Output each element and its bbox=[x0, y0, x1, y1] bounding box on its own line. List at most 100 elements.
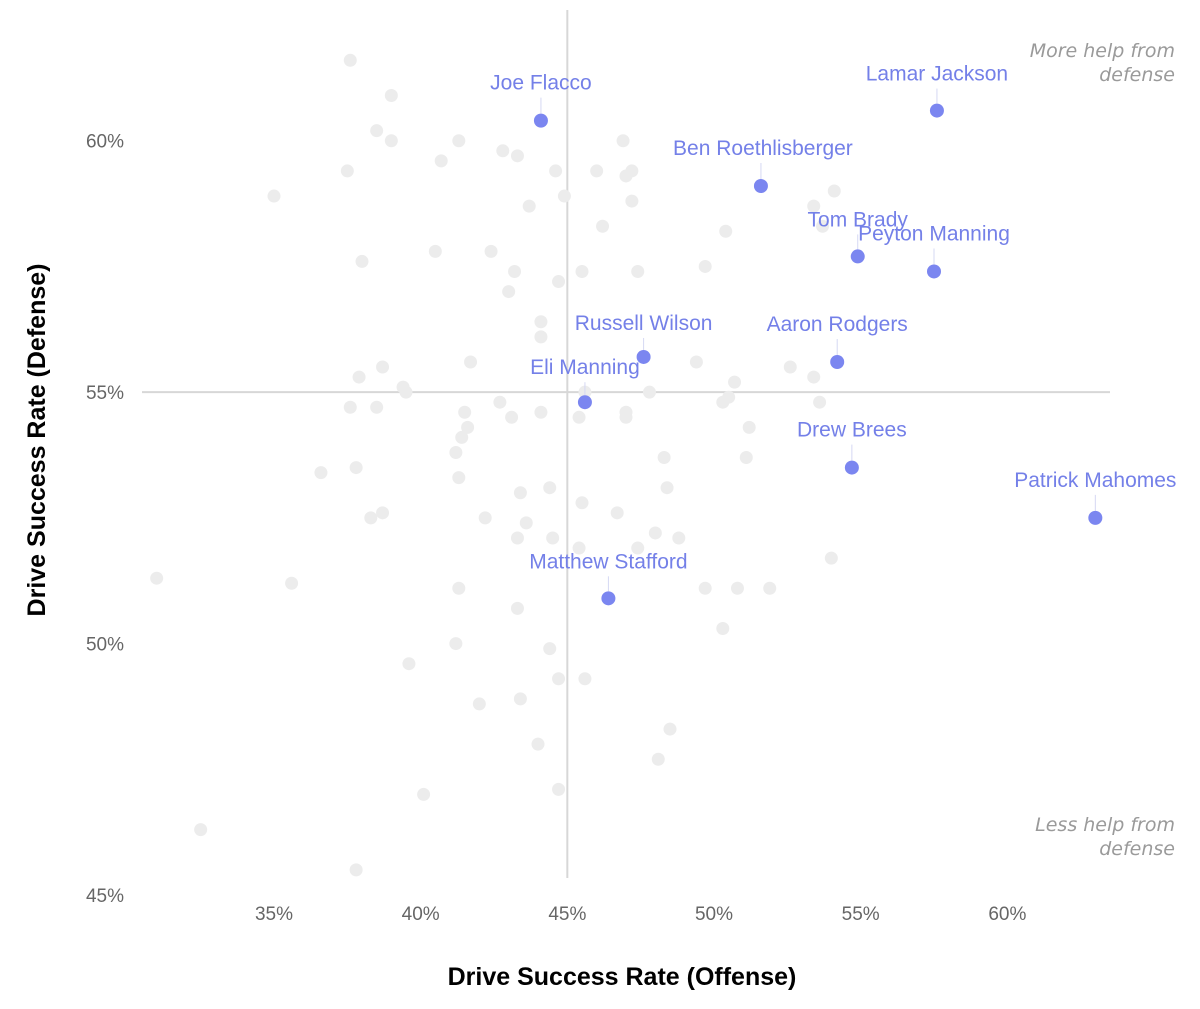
player-label: Drew Brees bbox=[797, 419, 907, 442]
player-label: Joe Flacco bbox=[490, 72, 592, 95]
x-tick-label: 35% bbox=[255, 904, 293, 925]
highlighted-player: Drew Brees bbox=[797, 419, 907, 475]
background-point bbox=[508, 264, 522, 278]
y-tick-label: 50% bbox=[86, 635, 124, 656]
background-point bbox=[376, 360, 390, 374]
background-point bbox=[458, 405, 472, 419]
background-point bbox=[449, 446, 463, 459]
highlighted-point bbox=[927, 264, 941, 279]
background-point bbox=[510, 531, 524, 545]
background-point bbox=[549, 164, 563, 178]
background-point bbox=[663, 722, 677, 736]
background-point bbox=[493, 395, 507, 409]
player-label: Peyton Manning bbox=[858, 222, 1010, 245]
background-point bbox=[827, 184, 841, 198]
background-point bbox=[642, 385, 656, 399]
background-point bbox=[698, 581, 712, 595]
background-point bbox=[625, 164, 639, 178]
background-point bbox=[552, 672, 566, 686]
background-point bbox=[194, 823, 208, 837]
x-tick-label: 55% bbox=[842, 904, 880, 925]
background-point bbox=[651, 752, 665, 766]
background-point bbox=[370, 400, 384, 414]
background-point bbox=[783, 360, 797, 374]
background-point bbox=[352, 370, 366, 384]
background-point bbox=[370, 124, 384, 138]
background-point bbox=[484, 244, 498, 258]
highlighted-point bbox=[636, 349, 651, 364]
x-tick-label: 45% bbox=[548, 904, 586, 925]
x-tick-label: 40% bbox=[402, 904, 440, 925]
background-point bbox=[716, 621, 730, 635]
background-point bbox=[660, 481, 674, 495]
background-point bbox=[376, 506, 390, 520]
highlighted-point bbox=[929, 103, 944, 118]
background-point bbox=[519, 516, 533, 530]
background-point bbox=[807, 370, 821, 384]
background-point bbox=[572, 410, 586, 424]
annotation-bottom-right: Less help from defense bbox=[1035, 814, 1175, 860]
background-point bbox=[267, 189, 281, 203]
x-axis-title: Drive Success Rate (Offense) bbox=[448, 963, 797, 991]
background-point bbox=[384, 88, 398, 102]
background-point bbox=[728, 375, 742, 389]
background-point bbox=[739, 451, 753, 465]
background-point bbox=[349, 461, 363, 475]
y-tick-label: 55% bbox=[86, 383, 124, 404]
highlighted-point bbox=[1088, 510, 1103, 525]
highlighted-player: Patrick Mahomes bbox=[1014, 469, 1176, 525]
background-point bbox=[619, 410, 633, 424]
background-point bbox=[455, 430, 469, 444]
background-point bbox=[534, 405, 548, 419]
highlighted-player: Matthew Stafford bbox=[529, 550, 688, 606]
background-point bbox=[578, 672, 592, 686]
highlighted-player: Russell Wilson bbox=[575, 312, 713, 364]
background-point bbox=[572, 541, 586, 555]
background-point bbox=[452, 581, 466, 595]
highlighted-player: Eli Manning bbox=[530, 356, 640, 410]
y-tick-label: 60% bbox=[86, 132, 124, 153]
background-point bbox=[364, 511, 378, 525]
background-point bbox=[478, 511, 492, 525]
background-point bbox=[763, 581, 777, 595]
player-label: Eli Manning bbox=[530, 356, 640, 379]
background-point bbox=[340, 164, 354, 178]
x-tick-label: 60% bbox=[988, 904, 1026, 925]
player-label: Patrick Mahomes bbox=[1014, 469, 1176, 492]
background-point bbox=[730, 581, 744, 595]
player-label: Russell Wilson bbox=[575, 312, 713, 335]
annotation-line: defense bbox=[1099, 64, 1175, 86]
background-point bbox=[722, 390, 736, 404]
highlighted-point bbox=[850, 249, 865, 264]
background-point bbox=[698, 259, 712, 273]
highlighted-point bbox=[577, 395, 592, 410]
player-label: Tom Brady bbox=[808, 208, 909, 231]
background-point bbox=[384, 134, 398, 148]
background-point bbox=[449, 637, 463, 651]
background-point bbox=[402, 657, 416, 671]
background-point bbox=[452, 471, 466, 485]
highlighted-point bbox=[753, 178, 768, 193]
background-point bbox=[343, 53, 357, 67]
background-point bbox=[513, 692, 527, 706]
background-point bbox=[513, 486, 527, 500]
annotation-line: Less help from bbox=[1035, 814, 1175, 836]
y-axis-title: Drive Success Rate (Defense) bbox=[23, 264, 51, 617]
highlighted-player: Peyton Manning bbox=[858, 222, 1010, 279]
background-point bbox=[534, 330, 548, 344]
background-point bbox=[510, 149, 524, 163]
x-axis-ticks: 35% 40% 45% 50% 55% 60% bbox=[255, 904, 1026, 925]
background-point bbox=[596, 219, 610, 233]
highlighted-player: Lamar Jackson bbox=[866, 63, 1008, 118]
highlighted-player: Tom Brady bbox=[808, 208, 909, 264]
background-point bbox=[496, 144, 510, 158]
background-point bbox=[285, 576, 299, 590]
background-point bbox=[813, 395, 827, 409]
background-point bbox=[557, 189, 571, 203]
annotation-top-right: More help from defense bbox=[1030, 40, 1175, 86]
background-points bbox=[150, 53, 841, 877]
background-point bbox=[543, 481, 557, 495]
background-point bbox=[150, 571, 164, 585]
background-point bbox=[399, 385, 413, 399]
